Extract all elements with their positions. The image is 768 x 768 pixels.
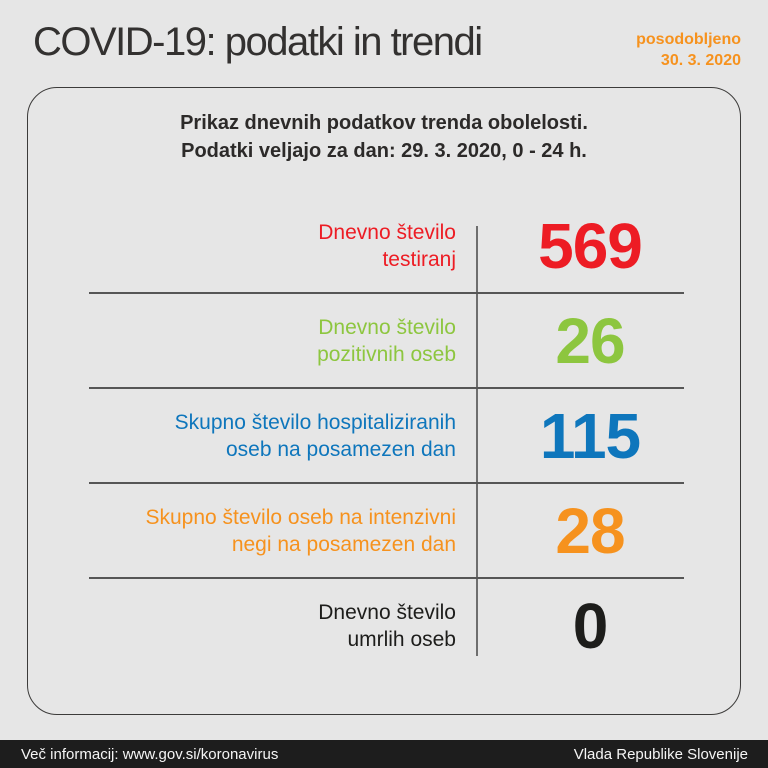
row-divider (89, 577, 684, 579)
stat-row-hospitalized: Skupno število hospitaliziranih oseb na … (28, 388, 740, 483)
stat-row-icu: Skupno število oseb na intenzivni negi n… (28, 483, 740, 578)
row-divider (89, 387, 684, 389)
page-title: COVID-19: podatki in trendi (33, 20, 483, 64)
stat-label-line1: Skupno število oseb na intenzivni (145, 505, 456, 529)
stat-value: 28 (555, 494, 625, 567)
stat-value: 0 (572, 589, 609, 662)
stat-label-line2: testiranj (382, 247, 456, 271)
top-bar: COVID-19: podatki in trendi posodobljeno… (33, 20, 741, 71)
footer-government-credit: Vlada Republike Slovenije (573, 745, 748, 763)
stat-label-line2: umrlih oseb (347, 627, 456, 651)
updated-label: posodobljeno (636, 31, 741, 48)
stat-label-line2: oseb na posamezen dan (225, 437, 456, 461)
row-divider (89, 292, 684, 294)
stat-label: Dnevno število umrlih oseb (28, 599, 456, 653)
footer-more-info: Več informacij: www.gov.si/koronavirus (21, 745, 279, 763)
stat-label: Dnevno število testiranj (28, 219, 456, 273)
updated-date: 30. 3. 2020 (660, 52, 741, 69)
stat-label-line1: Dnevno število (318, 315, 456, 339)
stat-label-line1: Skupno število hospitaliziranih (174, 410, 456, 434)
stat-rows: Dnevno število testiranj 569 Dnevno štev… (28, 198, 740, 673)
stat-row-positive: Dnevno število pozitivnih oseb 26 (28, 293, 740, 388)
stat-value: 569 (538, 209, 643, 282)
stat-label-line2: negi na posamezen dan (231, 532, 456, 556)
stat-value: 26 (555, 304, 625, 377)
stat-value: 115 (539, 399, 641, 472)
stat-label: Dnevno število pozitivnih oseb (28, 314, 456, 368)
card-header: Prikaz dnevnih podatkov trenda obolelost… (28, 109, 740, 165)
stat-label-line1: Dnevno število (318, 600, 456, 624)
card-header-line1: Prikaz dnevnih podatkov trenda obolelost… (180, 112, 588, 134)
vertical-divider (476, 226, 478, 656)
row-divider (89, 482, 684, 484)
stat-row-deaths: Dnevno število umrlih oseb 0 (28, 578, 740, 673)
updated-info: posodobljeno 30. 3. 2020 (636, 29, 741, 71)
footer-bar: Več informacij: www.gov.si/koronavirus V… (0, 740, 768, 768)
card-header-line2: Podatki veljajo za dan: 29. 3. 2020, 0 -… (181, 140, 587, 162)
stat-label-line2: pozitivnih oseb (317, 342, 456, 366)
stats-card: Prikaz dnevnih podatkov trenda obolelost… (27, 87, 741, 715)
stat-row-tests: Dnevno število testiranj 569 (28, 198, 740, 293)
stat-label-line1: Dnevno število (318, 220, 456, 244)
stat-label: Skupno število oseb na intenzivni negi n… (28, 504, 456, 558)
stat-label: Skupno število hospitaliziranih oseb na … (28, 409, 456, 463)
